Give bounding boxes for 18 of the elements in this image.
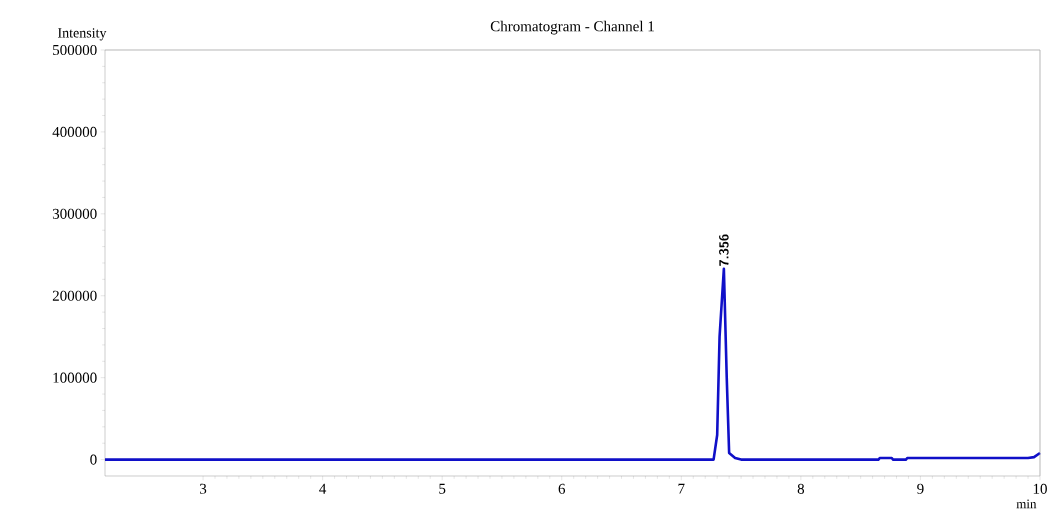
x-tick-label: 10: [1033, 483, 1047, 494]
x-axis-title: min: [1016, 499, 1037, 509]
y-tick-label: 400000: [52, 126, 97, 137]
y-tick-label: 0: [90, 454, 97, 465]
annotation: 7.356: [719, 234, 729, 266]
y-tick-label: 300000: [52, 208, 97, 219]
x-tick-label: 3: [200, 483, 207, 494]
x-tick-label: 9: [917, 483, 924, 494]
y-axis-title: Intensity: [57, 28, 107, 41]
chart-title: Chromatogram - Channel 1: [490, 20, 654, 35]
x-tick-label: 4: [319, 483, 327, 494]
x-tick-label: 6: [558, 483, 566, 494]
x-tick-label: 5: [439, 483, 446, 494]
y-tick-label: 100000: [53, 372, 97, 383]
x-tick-label: 7: [678, 483, 685, 494]
y-tick-label: 200000: [52, 290, 97, 301]
x-tick-label: 8: [797, 483, 805, 494]
y-tick-label: 500000: [53, 44, 97, 56]
